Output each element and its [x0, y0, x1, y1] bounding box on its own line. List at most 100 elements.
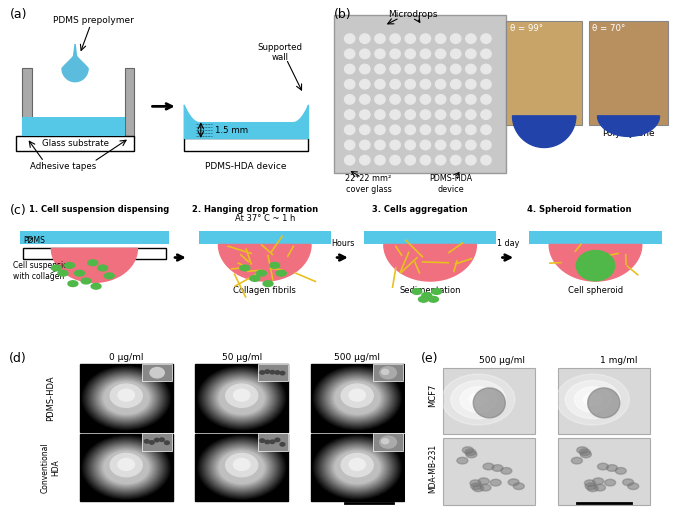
Circle shape	[421, 95, 431, 104]
Circle shape	[466, 34, 476, 44]
Circle shape	[92, 442, 161, 492]
Circle shape	[99, 378, 154, 418]
Ellipse shape	[607, 465, 618, 471]
Circle shape	[275, 438, 279, 442]
Circle shape	[344, 64, 355, 74]
Circle shape	[325, 374, 389, 422]
Circle shape	[435, 155, 446, 165]
Text: θ = 70°: θ = 70°	[593, 24, 626, 33]
FancyBboxPatch shape	[142, 433, 172, 451]
Circle shape	[118, 389, 134, 401]
Circle shape	[80, 365, 172, 431]
FancyBboxPatch shape	[22, 117, 125, 136]
Polygon shape	[51, 248, 138, 282]
Circle shape	[209, 374, 275, 422]
Circle shape	[360, 80, 370, 89]
Circle shape	[466, 155, 476, 165]
Circle shape	[317, 369, 398, 427]
Ellipse shape	[51, 265, 61, 271]
Circle shape	[450, 155, 461, 165]
Circle shape	[405, 125, 415, 134]
Ellipse shape	[605, 479, 616, 486]
Circle shape	[97, 446, 156, 489]
Circle shape	[207, 372, 277, 424]
Circle shape	[435, 110, 446, 120]
Circle shape	[565, 381, 620, 419]
Circle shape	[405, 34, 415, 44]
Text: Adhesive tapes: Adhesive tapes	[30, 162, 96, 171]
Circle shape	[469, 393, 487, 406]
Ellipse shape	[88, 260, 98, 266]
Text: (c): (c)	[10, 204, 27, 217]
Circle shape	[466, 64, 476, 74]
Circle shape	[466, 95, 476, 104]
Ellipse shape	[479, 478, 489, 485]
Text: 50 µg/ml: 50 µg/ml	[221, 353, 262, 362]
Circle shape	[349, 389, 365, 401]
Circle shape	[212, 446, 271, 489]
Circle shape	[435, 140, 446, 150]
Circle shape	[319, 440, 396, 495]
Circle shape	[207, 442, 276, 492]
Polygon shape	[549, 245, 642, 281]
Circle shape	[216, 449, 267, 486]
Circle shape	[421, 64, 431, 74]
Circle shape	[260, 371, 265, 374]
Circle shape	[91, 442, 161, 493]
Circle shape	[390, 155, 400, 165]
Circle shape	[214, 378, 269, 418]
Text: PDMS-HDA: PDMS-HDA	[46, 375, 55, 421]
Circle shape	[150, 367, 164, 378]
Circle shape	[450, 49, 461, 58]
Text: PDMS prepolymer: PDMS prepolymer	[53, 16, 134, 26]
Circle shape	[327, 445, 387, 489]
Circle shape	[320, 371, 394, 425]
Circle shape	[466, 140, 476, 150]
Circle shape	[360, 95, 370, 104]
Circle shape	[381, 369, 389, 374]
FancyBboxPatch shape	[23, 248, 165, 259]
Ellipse shape	[256, 270, 267, 276]
Text: Microdrops: Microdrops	[389, 10, 438, 19]
Circle shape	[200, 438, 283, 497]
Polygon shape	[219, 245, 311, 281]
Circle shape	[93, 443, 159, 491]
Circle shape	[210, 445, 273, 490]
Circle shape	[315, 367, 400, 429]
Circle shape	[82, 435, 171, 500]
Circle shape	[101, 380, 151, 416]
Circle shape	[82, 366, 170, 430]
Text: 1 mg/ml: 1 mg/ml	[599, 356, 637, 365]
Circle shape	[375, 125, 385, 134]
Text: 1 day: 1 day	[497, 240, 519, 248]
Circle shape	[360, 49, 370, 58]
Ellipse shape	[422, 292, 432, 298]
Circle shape	[405, 140, 415, 150]
Ellipse shape	[74, 270, 84, 276]
Ellipse shape	[465, 449, 476, 456]
Ellipse shape	[593, 478, 603, 485]
Circle shape	[217, 380, 267, 416]
Circle shape	[110, 384, 142, 407]
Text: Supported
wall: Supported wall	[257, 43, 302, 62]
Circle shape	[198, 436, 285, 499]
Circle shape	[321, 441, 394, 494]
Circle shape	[209, 374, 274, 422]
Text: 3. Cells aggregation: 3. Cells aggregation	[373, 205, 468, 214]
Circle shape	[435, 49, 446, 58]
Circle shape	[313, 435, 402, 500]
Polygon shape	[62, 55, 88, 82]
Ellipse shape	[628, 483, 639, 489]
FancyBboxPatch shape	[310, 364, 404, 432]
Circle shape	[333, 381, 381, 416]
Circle shape	[155, 438, 159, 442]
Circle shape	[360, 110, 370, 120]
FancyBboxPatch shape	[589, 21, 668, 125]
Circle shape	[207, 442, 277, 493]
Circle shape	[466, 110, 476, 120]
Circle shape	[103, 381, 149, 415]
Circle shape	[327, 446, 387, 489]
Circle shape	[225, 453, 258, 477]
Circle shape	[435, 64, 446, 74]
Circle shape	[313, 436, 401, 499]
